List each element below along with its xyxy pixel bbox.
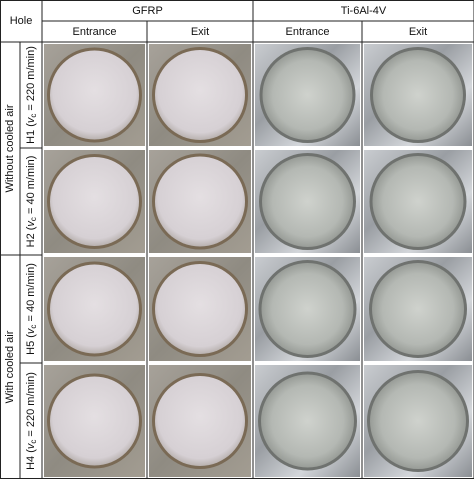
material-header: GFRP [132,5,163,17]
hole-photo [255,44,360,146]
hole-header: Hole [10,15,33,27]
group-label: Without cooled air [4,104,16,192]
row-label-prefix: H2 ( [25,226,37,247]
row-label-var: v [25,442,37,449]
side-header: Exit [191,26,209,38]
hole [373,50,463,140]
hole [50,376,139,466]
row-label-sub: c [29,325,38,329]
side-header: Exit [409,26,427,38]
hole [50,264,139,354]
row-label-var: v [25,327,37,334]
hole-photo [44,365,145,477]
hole [50,157,139,246]
row-label-sub: c [29,114,38,118]
hole-photo [149,44,251,146]
row-label: H1 (vc = 220 m/min) [25,46,38,144]
hole-photo [364,365,472,477]
hole-photo [364,150,472,253]
hole [155,50,245,140]
row-label: H4 (vc = 220 m/min) [25,372,38,470]
hole-photo [364,44,472,146]
row-label: H2 (vc = 40 m/min) [25,156,38,248]
hole [261,374,354,468]
hole-photo [44,44,145,146]
hole-photo [149,150,251,253]
hole-photo [255,365,360,477]
hole [155,264,245,354]
hole [155,376,245,466]
row-label-var: v [25,220,37,227]
row-label-sub: c [29,217,38,221]
hole-photo [255,257,360,361]
row-label-suffix: = 220 m/min) [25,46,37,114]
hole [262,50,353,140]
row-label-var: v [25,116,37,123]
hole-photo [44,150,145,253]
hole [155,156,245,247]
hole [50,50,139,140]
hole [262,156,353,247]
row-label-suffix: = 220 m/min) [25,372,37,440]
row-label-suffix: = 40 m/min) [25,156,37,217]
hole [261,263,354,355]
hole-photo [149,257,251,361]
row-label-prefix: H4 ( [25,449,37,470]
side-header: Entrance [285,26,329,38]
hole-photo [44,257,145,361]
hole-photo [364,257,472,361]
row-label: H5 (vc = 40 m/min) [25,263,38,355]
side-header: Entrance [72,26,116,38]
hole [370,373,466,469]
hole-photo [255,150,360,253]
hole [372,156,464,247]
row-label-prefix: H1 ( [25,123,37,144]
row-label-suffix: = 40 m/min) [25,263,37,324]
material-header: Ti-6Al-4V [341,5,387,17]
hole [372,263,464,355]
row-label-sub: c [29,440,38,444]
row-label-prefix: H5 ( [25,334,37,355]
hole-photo [149,365,251,477]
group-label: With cooled air [4,330,16,403]
